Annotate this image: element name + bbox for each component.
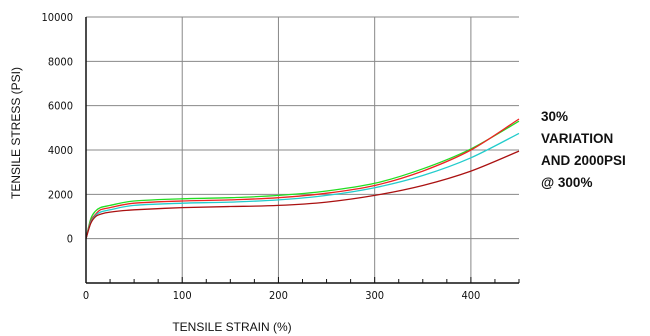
axes: [85, 17, 520, 284]
annotation-line: @ 300%: [541, 175, 593, 190]
series-line: [85, 132, 520, 239]
x-tick-label: 400: [461, 289, 480, 302]
grid: [86, 16, 519, 284]
y-tick-label: 2000: [48, 188, 73, 201]
annotation-line: AND 2000PSI: [541, 153, 626, 168]
annotation-line: 30%: [541, 109, 569, 124]
y-tick-label: 4000: [48, 144, 73, 157]
y-tick-label: 6000: [48, 100, 73, 113]
variation-annotation: 30% VARIATION AND 2000PSI @ 300%: [541, 106, 646, 194]
x-tick-label: 200: [269, 289, 288, 302]
series-lines: [85, 118, 520, 239]
y-tick-label: 0: [67, 233, 73, 246]
series-line: [85, 118, 520, 239]
y-axis-title: TENSILE STRESS (PSI): [9, 67, 23, 199]
y-tick-label: 8000: [48, 55, 73, 68]
annotation-line: VARIATION: [541, 131, 614, 146]
series-line: [85, 150, 520, 239]
x-tick-label: 300: [365, 289, 384, 302]
x-tick-label: 100: [173, 289, 192, 302]
y-tick-label: 10000: [42, 11, 73, 24]
x-tick-label: 0: [83, 289, 89, 302]
series-line: [85, 120, 520, 239]
x-axis-title: TENSILE STRAIN (%): [172, 320, 291, 334]
